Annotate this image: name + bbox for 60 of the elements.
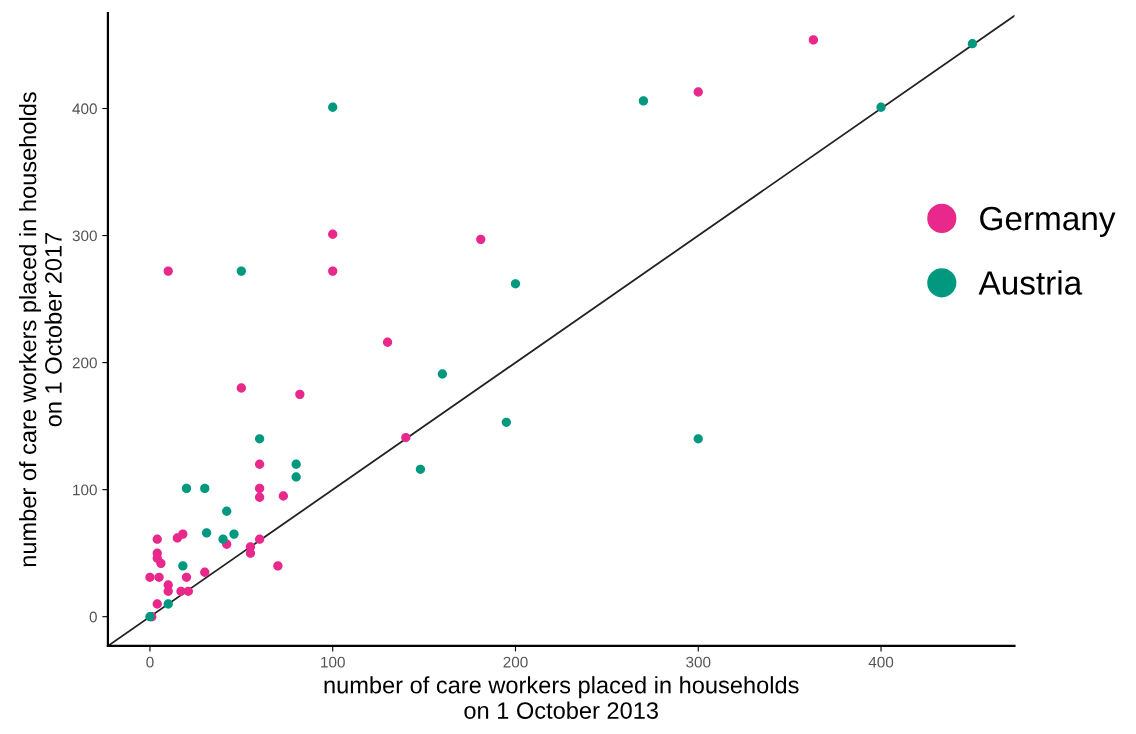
x-tick-label: 400 xyxy=(868,656,894,668)
point xyxy=(808,35,819,45)
y-tick-label: 400 xyxy=(72,103,97,115)
point xyxy=(156,558,166,568)
point xyxy=(967,39,978,49)
point xyxy=(201,528,212,538)
point xyxy=(183,586,193,596)
x-tick-label: 300 xyxy=(686,656,711,668)
x-tick-label: 200 xyxy=(503,656,528,668)
point xyxy=(222,506,232,516)
point xyxy=(273,561,283,571)
point xyxy=(200,483,210,494)
point xyxy=(328,266,338,276)
point xyxy=(254,492,265,502)
point xyxy=(254,459,265,469)
point xyxy=(295,389,305,400)
y-tick-label: 300 xyxy=(72,230,97,242)
point xyxy=(328,102,338,112)
point xyxy=(638,96,649,106)
x-tick-label: 100 xyxy=(321,656,345,668)
point xyxy=(154,572,164,582)
point xyxy=(876,102,886,112)
x-axis-title: number of care workers placed in households on 1 October 2013 xyxy=(324,676,799,719)
point xyxy=(181,483,192,494)
point xyxy=(145,572,155,582)
point xyxy=(693,434,703,444)
legend-label: Austria xyxy=(978,270,1083,295)
point xyxy=(229,529,239,539)
point xyxy=(401,432,411,443)
point xyxy=(181,572,192,582)
point xyxy=(236,383,246,393)
y-axis-title: number of care workers placed in households on 1 October 2017 xyxy=(19,92,62,567)
point xyxy=(476,234,486,245)
point xyxy=(152,534,162,544)
point xyxy=(437,369,448,379)
point xyxy=(178,529,188,539)
point xyxy=(152,599,162,609)
legend-label: Germany xyxy=(980,206,1116,237)
point xyxy=(178,561,188,571)
y-tick-label: 100 xyxy=(73,484,97,496)
point xyxy=(382,337,393,347)
point xyxy=(163,599,173,609)
x-tick-label: 0 xyxy=(146,656,154,668)
point xyxy=(693,87,703,97)
y-tick-label: 0 xyxy=(89,611,97,623)
point xyxy=(415,464,426,474)
point xyxy=(254,483,265,494)
point xyxy=(278,491,289,501)
y-tick-label: 200 xyxy=(72,357,97,369)
point xyxy=(291,459,301,469)
point xyxy=(254,434,265,444)
point xyxy=(291,472,301,482)
point xyxy=(163,266,173,276)
point xyxy=(236,266,246,276)
point xyxy=(200,567,210,577)
point xyxy=(218,534,228,544)
point xyxy=(510,279,521,289)
point xyxy=(501,417,512,427)
point xyxy=(254,534,265,544)
point xyxy=(328,229,338,239)
